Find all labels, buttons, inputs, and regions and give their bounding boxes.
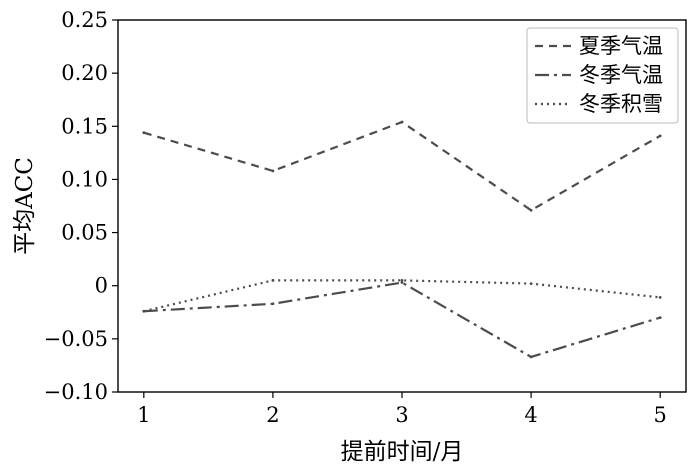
y-tick-label: 0.05 — [61, 221, 108, 245]
series-line-2 — [143, 281, 661, 359]
x-tick-label: 4 — [524, 403, 537, 427]
legend-box — [526, 27, 679, 124]
data-point — [658, 316, 662, 319]
y-tick-label: −0.05 — [44, 327, 108, 351]
x-tick-label: 2 — [266, 403, 279, 427]
data-point — [400, 120, 404, 124]
y-tick-label: 0.25 — [61, 8, 108, 32]
y-axis-title: 平均ACC — [12, 157, 38, 255]
series-line-3 — [143, 279, 661, 313]
ticks-layer: −0.10 −0.05 0 0.05 0.10 0.15 0.20 0.25 1 2 3 4 5 — [44, 8, 667, 427]
data-point — [529, 282, 533, 285]
data-point — [400, 281, 404, 284]
data-point — [529, 355, 533, 359]
data-point — [400, 279, 404, 282]
series-line-1 — [143, 120, 661, 212]
y-tick-label: 0.10 — [61, 167, 108, 191]
y-tick-label: −0.10 — [44, 380, 108, 404]
x-tick-label: 1 — [137, 403, 150, 427]
data-point — [271, 279, 275, 282]
data-point — [658, 134, 662, 138]
legend-label: 冬季积雪 — [579, 92, 663, 116]
data-point — [142, 131, 146, 135]
x-tick-label: 3 — [395, 403, 408, 427]
y-tick-label: 0.15 — [61, 114, 108, 138]
x-axis-title: 提前时间/月 — [341, 439, 464, 465]
data-point — [658, 296, 662, 299]
data-point — [529, 208, 533, 212]
data-point — [271, 169, 275, 173]
y-tick-label: 0.20 — [61, 61, 108, 85]
legend-label: 夏季气温 — [579, 34, 663, 58]
data-point — [271, 302, 275, 306]
x-tick-label: 5 — [653, 403, 666, 427]
plot-frame — [117, 19, 687, 393]
data-point — [142, 309, 146, 313]
legend-label: 冬季气温 — [579, 63, 663, 87]
y-tick-label: 0 — [95, 274, 108, 298]
series-layer — [142, 120, 662, 359]
